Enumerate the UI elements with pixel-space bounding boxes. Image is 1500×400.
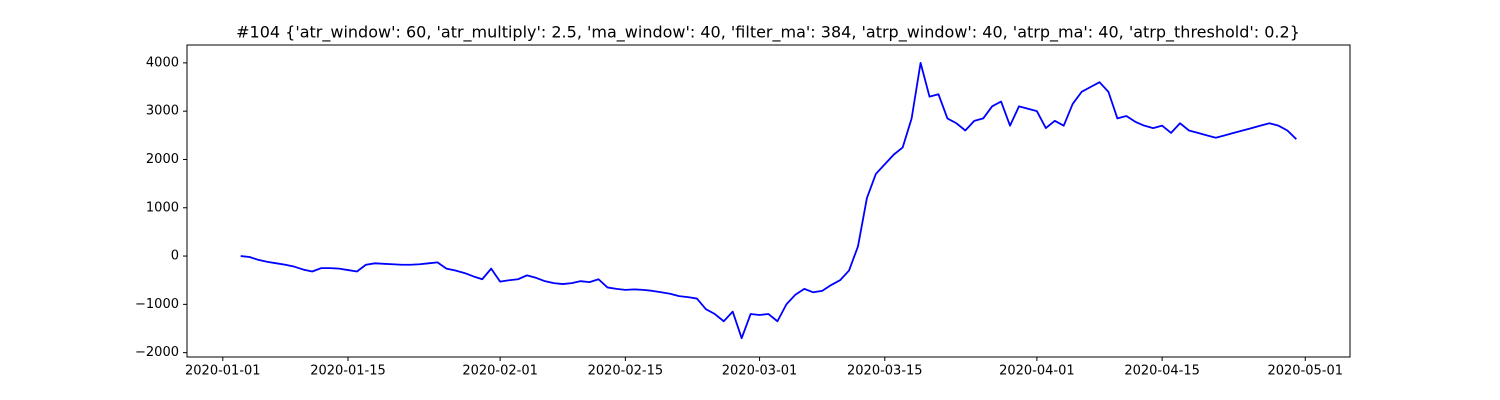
chart-title: #104 {'atr_window': 60, 'atr_multiply': … [236, 23, 1300, 43]
x-tick-label: 2020-04-15 [1124, 364, 1200, 379]
y-tick-label: −1000 [135, 297, 179, 312]
y-tick-label: 4000 [146, 55, 179, 70]
x-tick-label: 2020-04-01 [999, 364, 1075, 379]
x-tick-label: 2020-03-15 [847, 364, 923, 379]
y-tick-label: 2000 [146, 152, 179, 167]
x-tick-label: 2020-01-01 [185, 364, 261, 379]
x-tick-label: 2020-01-15 [310, 364, 386, 379]
x-tick-label: 2020-05-01 [1267, 364, 1343, 379]
y-tick-label: −2000 [135, 345, 179, 360]
y-tick-label: 1000 [146, 200, 179, 215]
plot-frame [186, 44, 1351, 358]
x-tick-label: 2020-02-15 [588, 364, 664, 379]
y-tick-label: 0 [171, 249, 179, 264]
x-tick-label: 2020-03-01 [722, 364, 798, 379]
line [240, 61, 1297, 340]
y-tick-label: 3000 [146, 104, 179, 119]
x-tick-label: 2020-02-01 [462, 364, 538, 379]
